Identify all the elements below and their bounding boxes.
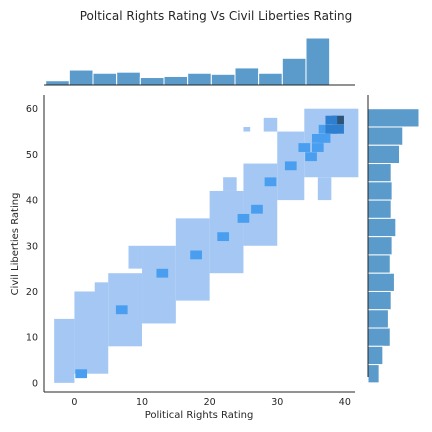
- joint-bin-13: [264, 177, 277, 187]
- joint-region-14: [94, 282, 109, 292]
- right-marginal-bar-7: [367, 236, 393, 256]
- top-marginal-bar-5: [163, 75, 189, 86]
- right-marginal-bar-3: [367, 163, 392, 183]
- x-tick-label: 10: [136, 397, 148, 408]
- y-axis-label: Civil Liberties Rating: [10, 193, 21, 296]
- top-marginal-bar-10: [281, 57, 307, 86]
- y-tick-label: 50: [26, 150, 38, 161]
- joint-bin-3: [318, 124, 331, 134]
- joint-region-4: [243, 163, 278, 246]
- y-tick-label: 60: [26, 104, 38, 115]
- joint-region-5: [209, 190, 244, 274]
- right-marginal-bar-10: [367, 290, 392, 311]
- top-marginal-bar-11: [305, 37, 331, 86]
- right-marginal-bar-9: [367, 272, 395, 292]
- joint-bin-17: [115, 305, 128, 315]
- top-marginal-histogram: [45, 37, 331, 86]
- joint-bin-0: [332, 115, 344, 125]
- top-marginal-bar-2: [92, 72, 118, 86]
- y-tick-label: 20: [26, 287, 38, 298]
- right-marginal-bar-13: [367, 345, 384, 366]
- joint-bin-7: [311, 143, 324, 152]
- top-marginal-bar-6: [187, 72, 212, 86]
- right-marginal-bar-5: [367, 199, 392, 219]
- x-ticks: 0 10 20 30 40: [71, 397, 351, 408]
- right-marginal-bar-1: [367, 126, 404, 146]
- x-axis-label: Political Rights Rating: [145, 410, 254, 421]
- right-marginal-bar-6: [367, 217, 397, 238]
- chart-title: Poltical Rights Rating Vs Civil Libertie…: [80, 9, 353, 23]
- right-marginal-bar-12: [367, 327, 391, 347]
- joint-region-10: [54, 318, 75, 383]
- joint-histogram: [54, 108, 359, 383]
- top-marginal-bar-9: [258, 72, 283, 86]
- joint-bin-15: [190, 250, 202, 260]
- y-tick-label: 40: [26, 196, 38, 207]
- joint-bin-8: [298, 143, 311, 152]
- joint-bin-2: [332, 124, 344, 134]
- top-marginal-bar-4: [139, 77, 165, 86]
- right-marginal-histogram: [367, 108, 420, 384]
- joint-bin-18: [75, 369, 88, 379]
- joint-bin-10: [284, 161, 297, 171]
- joint-bin-14: [217, 232, 230, 242]
- y-ticks: 0 10 20 30 40 50 60: [26, 104, 38, 389]
- right-marginal-bar-11: [367, 309, 389, 329]
- top-marginal-bar-1: [68, 69, 94, 86]
- joint-bin-12: [237, 213, 250, 223]
- right-marginal-bar-4: [367, 181, 393, 201]
- x-tick-label: 0: [71, 397, 77, 408]
- x-tick-label: 40: [339, 397, 351, 408]
- top-marginal-bar-8: [234, 67, 260, 86]
- top-marginal-bar-7: [210, 73, 236, 86]
- right-marginal-bar-8: [367, 254, 391, 274]
- x-tick-label: 20: [204, 397, 216, 408]
- y-tick-label: 0: [32, 378, 38, 389]
- joint-region-12: [223, 177, 237, 191]
- joint-bin-5: [311, 133, 324, 143]
- joint-bin-16: [156, 268, 169, 278]
- joint-region-0: [263, 117, 278, 132]
- top-marginal-bar-3: [116, 71, 141, 86]
- top-marginal-bar-0: [45, 80, 70, 86]
- joint-bin-11: [251, 204, 263, 214]
- joint-bin-9: [305, 152, 317, 162]
- joint-region-6: [175, 218, 210, 301]
- joint-region-9: [74, 291, 109, 374]
- right-marginal-bar-14: [367, 364, 380, 384]
- joint-bin-4: [325, 124, 338, 134]
- x-tick-label: 30: [271, 397, 283, 408]
- joint-region-13: [128, 245, 143, 269]
- joint-region-11: [317, 177, 332, 201]
- joint-bin-6: [318, 133, 331, 143]
- right-marginal-bar-2: [367, 144, 401, 165]
- y-tick-label: 10: [26, 333, 38, 344]
- joint-region-1: [243, 126, 251, 132]
- right-marginal-bar-0: [367, 108, 420, 128]
- joint-bin-1: [325, 115, 338, 125]
- joint-region-7: [142, 245, 176, 324]
- y-tick-label: 30: [26, 241, 38, 252]
